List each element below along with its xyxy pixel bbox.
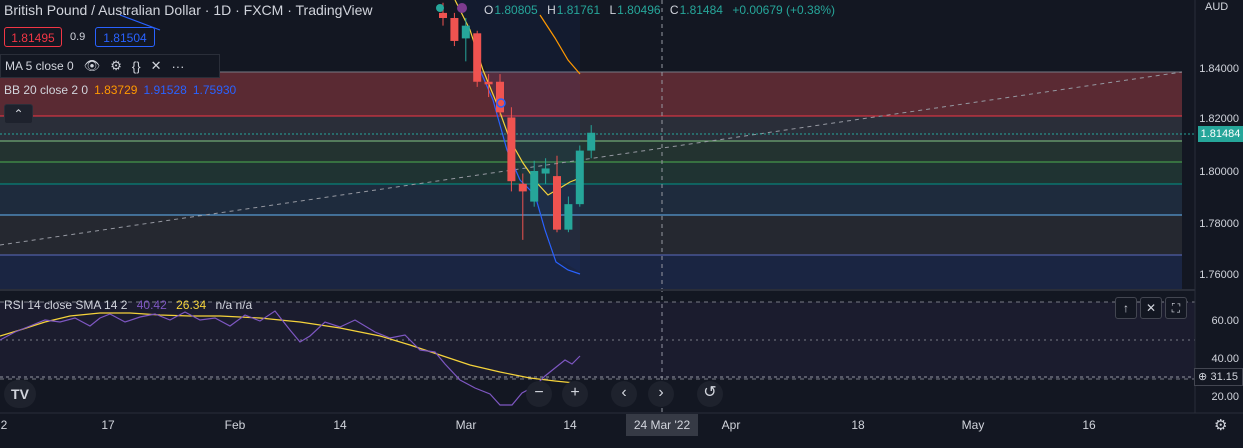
ohlc-readout: O1.80805 H1.81761 L1.80496 C1.81484 +0.0… — [484, 3, 841, 17]
bb-legend[interactable]: BB 20 close 2 0 1.83729 1.91528 1.75930 — [0, 79, 236, 101]
time-axis-label: Feb — [224, 418, 246, 432]
candle-body[interactable] — [575, 150, 584, 205]
rsi-label: RSI 14 close SMA 14 2 — [4, 298, 128, 312]
low-value: 1.80496 — [617, 3, 661, 17]
move-pane-up-icon[interactable]: ↑ — [1115, 297, 1137, 319]
price-axis-label: 1.80000 — [1199, 166, 1239, 178]
rsi-axis-label: 20.00 — [1211, 391, 1239, 403]
ma-label: MA 5 close 0 — [5, 59, 74, 73]
rsi-axis-label: 60.00 — [1211, 315, 1239, 327]
zoom-out-button[interactable]: − — [526, 381, 552, 407]
candle-body[interactable] — [439, 12, 447, 18]
tradingview-logo[interactable]: TV — [4, 380, 36, 408]
scroll-right-button[interactable]: › — [648, 381, 674, 407]
reset-chart-button[interactable]: ↺ — [697, 381, 723, 407]
close-pane-icon[interactable]: ✕ — [1140, 297, 1162, 319]
candle-body[interactable] — [518, 183, 527, 192]
rsi-legend[interactable]: RSI 14 close SMA 14 2 40.42 26.34 n/a n/… — [4, 298, 252, 312]
bb-lower-value: 1.75930 — [192, 83, 237, 97]
time-axis-label: 14 — [333, 418, 347, 432]
current-price-tag: 1.81484 — [1198, 126, 1243, 142]
candle-body[interactable] — [564, 204, 573, 230]
change-value: +0.00679 (+0.38%) — [732, 3, 836, 17]
crosshair-value-tag[interactable]: ⊕ 31.15 — [1194, 368, 1243, 386]
fib-zone-5 — [0, 184, 1182, 215]
bb-fill — [430, 0, 580, 272]
rsi-value: 40.42 — [136, 298, 167, 312]
add-alert-icon[interactable]: ⊕ — [1198, 371, 1208, 383]
sell-button[interactable]: 1.81495 — [4, 27, 62, 47]
crosshair-value: 31.15 — [1210, 371, 1238, 383]
candle-body[interactable] — [496, 81, 504, 113]
trend-line — [0, 71, 1183, 246]
candle-body[interactable] — [484, 81, 493, 85]
maximize-pane-icon[interactable]: ⛶ — [1165, 297, 1187, 319]
collapse-legend-button[interactable]: ⌃ — [4, 104, 33, 124]
bb-label: BB 20 close 2 0 — [4, 83, 89, 97]
low-label: L — [609, 3, 617, 17]
currency-selector[interactable]: AUD — [1205, 1, 1229, 13]
fib-zone-7 — [0, 255, 1182, 289]
rsi-axis-label: 40.00 — [1211, 353, 1239, 365]
bb-basis-line — [539, 14, 581, 75]
source-code-icon[interactable]: {} — [131, 58, 141, 74]
fib-zone-4 — [0, 162, 1182, 184]
eye-icon[interactable]: 👁 — [83, 58, 101, 73]
rsi-line — [0, 310, 581, 406]
candle-body[interactable] — [541, 168, 550, 174]
close-value: 1.81484 — [679, 3, 723, 17]
fib-zone-top — [0, 72, 1182, 116]
candle-body[interactable] — [450, 18, 459, 41]
time-axis-label: 17 — [101, 418, 115, 432]
chart-settings-icon[interactable]: ⚙ — [1214, 417, 1228, 434]
price-axis-label: 1.76000 — [1199, 269, 1239, 281]
time-axis-label: Apr — [721, 418, 741, 432]
close-label: C — [669, 3, 679, 17]
price-axis-label: 1.82000 — [1199, 113, 1239, 125]
time-axis-label: 2 — [0, 418, 8, 432]
high-value: 1.81761 — [556, 3, 601, 17]
high-label: H — [547, 3, 556, 17]
gear-icon[interactable]: ⚙ — [110, 58, 122, 73]
drawing-anchor-point[interactable] — [496, 98, 506, 108]
time-axis-label: 16 — [1082, 418, 1096, 432]
candle-body[interactable] — [473, 33, 482, 82]
symbol-title[interactable]: British Pound / Australian Dollar · 1D ·… — [4, 2, 373, 18]
candle-body[interactable] — [507, 117, 516, 182]
price-axis-label: 1.84000 — [1199, 63, 1239, 75]
time-axis-label: May — [961, 418, 985, 432]
candle-body[interactable] — [530, 171, 539, 202]
more-icon[interactable]: ··· — [171, 58, 185, 74]
rsi-ma-value: 26.34 — [176, 298, 207, 312]
time-axis-label: 18 — [851, 418, 865, 432]
open-label: O — [484, 3, 494, 17]
rsi-extra-value: n/a n/a — [215, 298, 253, 312]
bb-basis-value: 1.83729 — [94, 83, 138, 97]
time-axis-label: Mar — [455, 418, 477, 432]
crosshair-date-tag: 24 Mar '22 — [626, 414, 698, 436]
candle-body[interactable] — [587, 132, 596, 151]
event-marker[interactable] — [436, 4, 444, 12]
open-value: 1.80805 — [494, 3, 538, 17]
spread-value: 0.9 — [70, 31, 86, 43]
zoom-in-button[interactable]: + — [562, 381, 588, 407]
candle-body[interactable] — [553, 176, 561, 230]
scroll-left-button[interactable]: ‹ — [611, 381, 637, 407]
ma-legend[interactable]: MA 5 close 0 👁 ⚙ {} ✕ ··· — [0, 54, 220, 78]
fib-zone-6 — [0, 215, 1182, 255]
rsi-ma-line — [0, 312, 576, 384]
buy-button[interactable]: 1.81504 — [95, 27, 155, 47]
event-marker[interactable] — [457, 3, 467, 13]
candle-body[interactable] — [461, 25, 470, 39]
price-axis-label: 1.78000 — [1199, 218, 1239, 230]
close-icon[interactable]: ✕ — [150, 58, 162, 73]
time-axis-label: 14 — [563, 418, 577, 432]
bb-upper-value: 1.91528 — [143, 83, 187, 97]
